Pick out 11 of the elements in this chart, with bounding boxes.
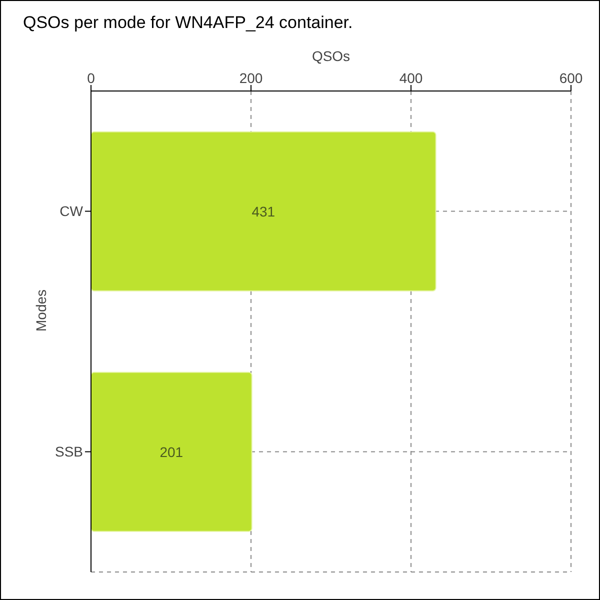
data-label: 431 <box>252 203 276 220</box>
y-axis-title: Modes <box>32 289 49 332</box>
data-label: 201 <box>160 444 184 460</box>
chart-title: QSOs per mode for WN4AFP_24 container. <box>23 13 353 33</box>
x-axis-title: QSOs <box>312 48 350 64</box>
y-tick-label: SSB <box>54 444 83 460</box>
x-tick-label: 0 <box>87 70 96 86</box>
x-tick-label: 400 <box>399 70 423 86</box>
x-tick-label: 200 <box>239 70 263 86</box>
x-tick-label: 600 <box>559 70 583 86</box>
y-tick-label: CW <box>60 203 84 220</box>
